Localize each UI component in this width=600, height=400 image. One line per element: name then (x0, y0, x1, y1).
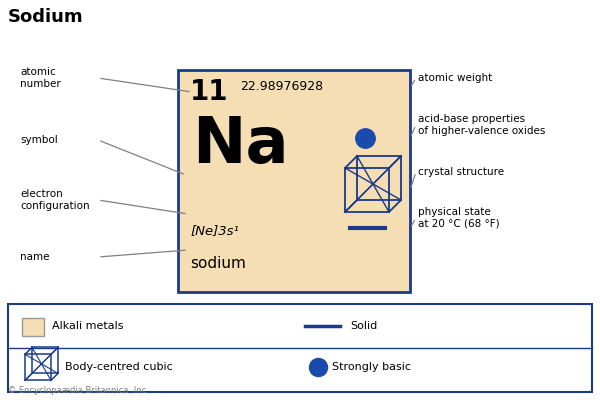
Text: symbol: symbol (20, 135, 58, 145)
Text: sodium: sodium (190, 256, 246, 271)
Text: 11: 11 (190, 78, 229, 106)
Text: Na: Na (192, 114, 289, 176)
FancyBboxPatch shape (8, 304, 592, 392)
Text: Body-centred cubic: Body-centred cubic (65, 362, 173, 372)
FancyBboxPatch shape (178, 70, 410, 292)
Text: Strongly basic: Strongly basic (332, 362, 411, 372)
Text: Alkali metals: Alkali metals (52, 321, 124, 331)
Text: [Ne]3s¹: [Ne]3s¹ (190, 224, 239, 237)
Text: 22.98976928: 22.98976928 (240, 80, 323, 93)
Bar (22, 318, 44, 336)
Text: Sodium: Sodium (8, 8, 83, 26)
Text: atomic weight: atomic weight (418, 73, 492, 83)
Text: name: name (20, 252, 49, 262)
Text: acid-base properties
of higher-valence oxides: acid-base properties of higher-valence o… (418, 114, 545, 136)
Text: electron
configuration: electron configuration (20, 189, 89, 211)
Text: Solid: Solid (350, 321, 377, 331)
Text: crystal structure: crystal structure (418, 167, 504, 177)
Text: © Encyclopaædia Britannica, Inc.: © Encyclopaædia Britannica, Inc. (8, 386, 149, 395)
Text: atomic
number: atomic number (20, 67, 61, 89)
Text: physical state
at 20 °C (68 °F): physical state at 20 °C (68 °F) (418, 207, 500, 229)
